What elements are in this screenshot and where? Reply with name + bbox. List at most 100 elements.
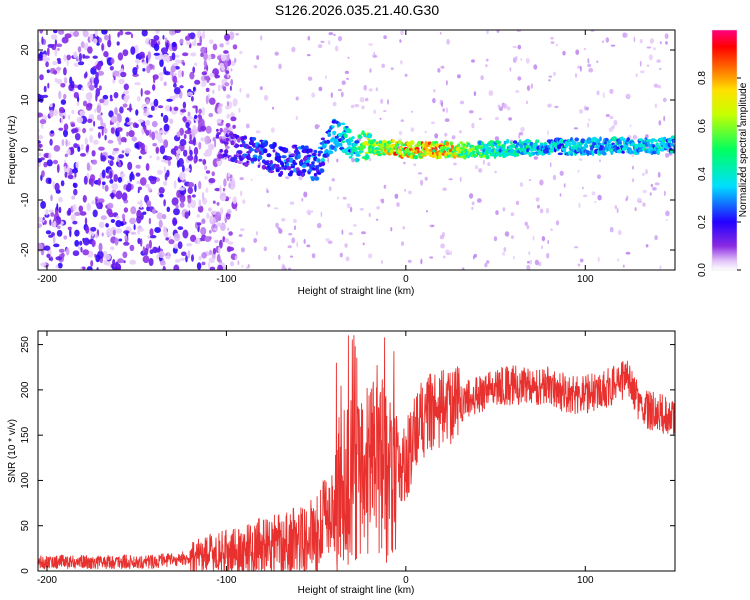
heatmap-cell: [148, 239, 152, 249]
heatmap-cell: [179, 194, 186, 203]
heatmap-cell: [60, 180, 65, 187]
heatmap-cell: [616, 208, 619, 214]
heatmap-cell: [53, 30, 58, 34]
heatmap-cell: [307, 76, 313, 81]
heatmap-cell: [119, 106, 124, 114]
heatmap-cell: [432, 97, 436, 104]
heatmap-cell: [331, 134, 336, 138]
ridge-cell: [374, 147, 380, 151]
ridge-cell: [424, 144, 428, 149]
ridge-cell: [264, 140, 269, 146]
heatmap-cell: [137, 237, 141, 245]
heatmap-cell: [70, 80, 75, 89]
figure-title: S126.2026.035.21.40.G30: [275, 2, 439, 18]
heatmap-cell: [52, 60, 58, 66]
heatmap-cell: [208, 112, 214, 118]
ridge-cell: [470, 144, 475, 148]
heatmap-cell: [55, 43, 63, 48]
ridge-cell: [668, 140, 672, 144]
heatmap-cell: [171, 41, 177, 48]
heatmap-cell: [379, 117, 382, 120]
heatmap-cell: [67, 226, 72, 231]
heatmap-cell: [363, 84, 368, 91]
ridge-cell: [561, 147, 567, 152]
heatmap-cell: [108, 110, 114, 118]
heatmap-cell: [348, 232, 353, 236]
ridge-cell: [421, 143, 425, 148]
ridge-cell: [658, 146, 662, 150]
heatmap-cell: [155, 30, 160, 35]
heatmap-cell: [361, 231, 366, 235]
heatmap-cell: [153, 35, 160, 41]
ridge-cell: [467, 155, 470, 159]
heatmap-cell: [616, 258, 620, 262]
heatmap-cell: [232, 124, 236, 129]
heatmap-cell: [383, 35, 387, 40]
heatmap-cell: [545, 207, 550, 214]
heatmap-cell: [278, 228, 283, 234]
ridge-cell: [377, 153, 382, 157]
heatmap-cell: [163, 114, 169, 124]
heatmap-cell: [336, 158, 339, 163]
heatmap-cell: [364, 97, 369, 102]
heatmap-cell: [185, 255, 188, 263]
heatmap-cell: [174, 59, 182, 64]
heatmap-cell: [56, 225, 61, 229]
heatmap-cell: [161, 213, 167, 220]
heatmap-cell: [145, 163, 150, 171]
heatmap-cell: [162, 265, 166, 270]
heatmap-cell: [574, 73, 578, 78]
ridge-cell: [444, 144, 450, 148]
heatmap-cell: [49, 138, 53, 146]
heatmap-cell: [361, 105, 365, 110]
heatmap-cell: [175, 54, 180, 58]
heatmap-cell: [426, 209, 428, 213]
heatmap-cell: [503, 103, 508, 109]
heatmap-cell: [179, 202, 185, 208]
heatmap-cell: [144, 90, 151, 95]
heatmap-cell: [583, 47, 587, 51]
heatmap-cell: [123, 83, 129, 91]
heatmap-cell: [624, 32, 628, 38]
ridge-cell: [516, 152, 520, 157]
ridge-cell: [257, 164, 261, 168]
snr-y-axis-label: SNR (10 * v/v): [7, 419, 18, 483]
heatmap-cell: [195, 105, 198, 114]
heatmap-cell: [240, 247, 245, 253]
heatmap-cell: [134, 142, 139, 149]
heatmap-cell: [116, 41, 120, 46]
heatmap-cell: [226, 209, 232, 215]
heatmap-cell: [150, 179, 157, 185]
heatmap-cell: [100, 112, 103, 116]
heatmap-cell: [316, 222, 322, 229]
heatmap-cell: [287, 151, 292, 154]
heatmap-cell: [158, 105, 164, 109]
heatmap-cell: [45, 61, 49, 68]
ridge-cell: [225, 145, 230, 150]
ridge-cell: [506, 138, 510, 144]
heatmap-cell: [129, 217, 137, 225]
heatmap-cell: [200, 137, 205, 142]
heatmap-cell: [134, 123, 139, 129]
heatmap-cell: [104, 254, 111, 261]
heatmap-cell: [185, 35, 191, 41]
heatmap-cell: [91, 159, 98, 165]
heatmap-cell: [504, 231, 510, 237]
heatmap-cell: [124, 31, 132, 35]
heatmap-cell: [647, 64, 649, 67]
heatmap-cell: [109, 246, 115, 251]
heatmap-cell: [145, 99, 150, 105]
heatmap-cell: [55, 256, 63, 261]
heatmap-cell: [80, 267, 83, 270]
ridge-cell: [216, 132, 221, 135]
heatmap-cell: [494, 170, 497, 174]
heatmap-cell: [227, 227, 229, 231]
heatmap-cell: [58, 206, 62, 214]
heatmap-cell: [79, 240, 83, 246]
heatmap-cell: [201, 252, 207, 259]
heatmap-cell: [183, 149, 188, 157]
heatmap-cell: [115, 220, 122, 228]
heatmap-cell: [224, 217, 227, 224]
heatmap-cell: [260, 35, 263, 41]
heatmap-cell: [208, 177, 216, 184]
